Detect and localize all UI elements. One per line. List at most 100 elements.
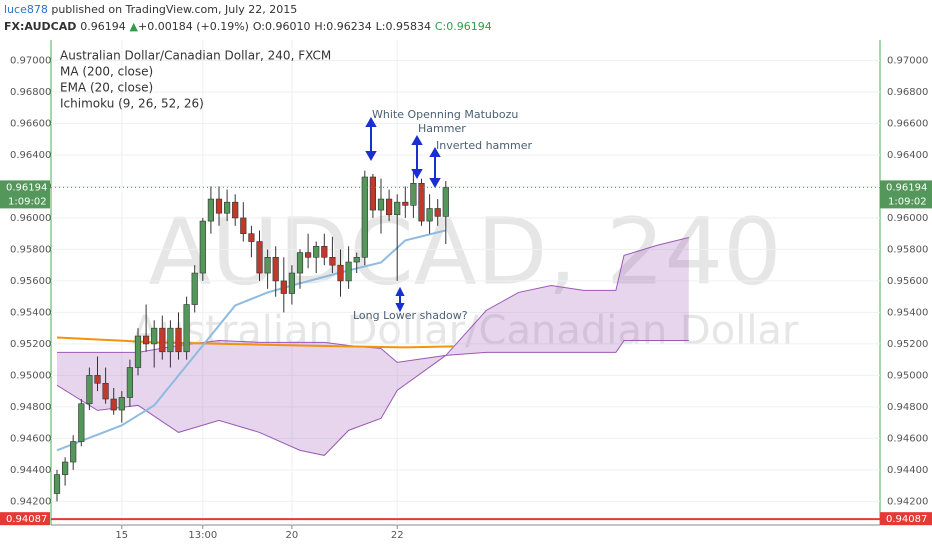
annotation: Inverted hammer <box>436 139 532 152</box>
y-tick-label: 0.94200 <box>10 496 51 507</box>
candle-body <box>426 208 433 222</box>
candle-body <box>288 272 296 294</box>
countdown-label: 1:09:02 <box>888 196 927 207</box>
candle-body <box>361 176 368 258</box>
candle-body <box>207 198 215 222</box>
candle-body <box>167 327 174 353</box>
x-tick-label: 22 <box>391 530 404 541</box>
candle-body <box>337 264 344 282</box>
annotation: Hammer <box>418 122 466 135</box>
y-tick-label: 0.95600 <box>10 276 51 287</box>
plot <box>51 40 880 525</box>
candle-body <box>94 375 101 384</box>
candle-body <box>353 257 360 263</box>
y-tick-label: 0.97000 <box>887 55 928 66</box>
y-tick-label: 0.96000 <box>887 213 928 224</box>
alert-tag <box>0 512 50 526</box>
countdown-label: 1:09:02 <box>8 196 47 207</box>
y-tick-label: 0.95200 <box>10 339 51 350</box>
y-tick-label: 0.94600 <box>10 433 51 444</box>
y-tick-label: 0.95400 <box>10 307 51 318</box>
candle-body <box>232 201 239 219</box>
candle-body <box>118 397 125 411</box>
candle-body <box>110 398 117 411</box>
y-tick-label: 0.96600 <box>10 118 51 129</box>
candle-body <box>143 335 150 345</box>
ichimoku-span <box>56 339 689 456</box>
y-tick-label: 0.94800 <box>10 402 51 413</box>
y-tick-label: 0.96600 <box>887 118 928 129</box>
candle-body <box>159 327 166 353</box>
candle-body <box>369 176 377 211</box>
y-tick-label: 0.95000 <box>887 370 928 381</box>
legend: Australian Dollar/Canadian Dollar, 240, … <box>60 49 331 111</box>
price-tag-label: 0.96194 <box>6 182 47 193</box>
candle-body <box>264 257 271 274</box>
candle-body <box>377 198 385 211</box>
candle-body <box>394 201 401 216</box>
legend-entry: Ichimoku (9, 26, 52, 26) <box>60 97 204 111</box>
y-tick-label: 0.94800 <box>887 402 928 413</box>
published: published on TradingView.com, July 22, 2… <box>51 3 297 16</box>
change: +0.00184 (+0.19%) <box>138 20 249 33</box>
legend-entry: Australian Dollar/Canadian Dollar, 240, … <box>60 49 331 63</box>
x-tick-label: 20 <box>286 530 299 541</box>
y-tick-label: 0.95600 <box>887 276 928 287</box>
y-tick-label: 0.96800 <box>887 87 928 98</box>
candle-body <box>418 182 425 222</box>
close: C:0.96194 <box>435 20 492 33</box>
candle-body <box>191 272 198 305</box>
legend-entry: MA (200, close) <box>60 65 153 79</box>
open: O:0.96010 <box>253 20 311 33</box>
y-tick-label: 0.94400 <box>887 465 928 476</box>
candle-body <box>256 241 263 274</box>
candle-body <box>442 187 449 217</box>
candle-body <box>434 208 441 217</box>
x-tick-label: 13:00 <box>188 530 217 541</box>
watermark: AUDCAD, 240 <box>148 198 781 305</box>
price-tag <box>0 180 50 209</box>
candle-body <box>175 327 182 353</box>
candle-body <box>215 198 223 214</box>
alert-tag-label: 0.94087 <box>6 514 47 525</box>
candle-body <box>248 233 255 242</box>
watermark-sub: Australian Dollar/Canadian Dollar <box>132 308 799 354</box>
candle-body <box>61 461 69 475</box>
candle-body <box>151 327 158 345</box>
y-tick-label: 0.96000 <box>10 213 51 224</box>
y-tick-label: 0.94400 <box>10 465 51 476</box>
candle-body <box>102 382 109 400</box>
price: 0.96194 <box>80 20 126 33</box>
ichimoku-cloud <box>57 237 689 456</box>
header-line: luce878 published on TradingView.com, Ju… <box>4 3 297 16</box>
high: H:0.96234 <box>314 20 371 33</box>
candle-body <box>183 304 190 353</box>
candle-body <box>296 252 304 274</box>
price-tag <box>880 180 932 209</box>
y-tick-label: 0.96400 <box>10 150 51 161</box>
alert-tag-label: 0.94087 <box>886 514 927 525</box>
annotation: White Openning Matubozu <box>372 108 518 121</box>
candle-body <box>345 261 352 282</box>
y-tick-label: 0.95000 <box>10 370 51 381</box>
legend-entry: EMA (20, close) <box>60 81 153 95</box>
candle-body <box>53 474 61 494</box>
author[interactable]: luce878 <box>4 3 48 16</box>
y-tick-label: 0.94200 <box>887 496 928 507</box>
candle-body <box>402 201 409 206</box>
candle-body <box>280 280 287 294</box>
symbol: FX:AUDCAD <box>4 20 76 33</box>
candle-body <box>321 245 328 258</box>
indicator-line <box>56 229 447 452</box>
candle-body <box>304 252 312 258</box>
candle-body <box>329 257 336 266</box>
indicator-line <box>56 336 454 349</box>
y-tick-label: 0.97000 <box>10 55 51 66</box>
candle-body <box>70 441 77 463</box>
low: L:0.95834 <box>376 20 431 33</box>
candle-body <box>240 217 247 234</box>
alert-tag <box>880 512 932 526</box>
x-tick-label: 15 <box>115 530 128 541</box>
candle-body <box>272 257 279 282</box>
quote-line: FX:AUDCAD 0.96194 ▲+0.00184 (+0.19%) O:0… <box>4 20 492 33</box>
